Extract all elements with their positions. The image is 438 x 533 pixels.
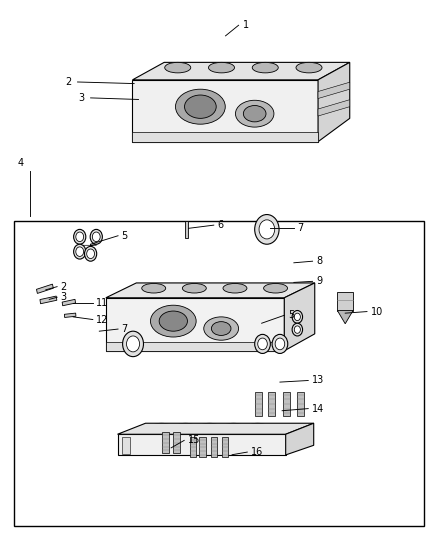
Polygon shape <box>121 437 130 454</box>
Circle shape <box>90 229 102 244</box>
Circle shape <box>76 247 84 256</box>
Polygon shape <box>132 62 350 80</box>
Polygon shape <box>284 283 315 351</box>
Ellipse shape <box>208 62 234 73</box>
Text: 3: 3 <box>60 292 67 302</box>
Ellipse shape <box>182 284 206 293</box>
Text: 15: 15 <box>187 435 200 446</box>
Polygon shape <box>106 283 315 298</box>
Polygon shape <box>318 100 350 116</box>
Ellipse shape <box>252 62 278 73</box>
Polygon shape <box>297 392 304 416</box>
Polygon shape <box>36 284 53 294</box>
Polygon shape <box>211 437 217 457</box>
Ellipse shape <box>150 305 196 337</box>
Polygon shape <box>162 432 170 453</box>
Circle shape <box>254 215 279 244</box>
Polygon shape <box>222 437 228 457</box>
Text: 5: 5 <box>121 231 128 241</box>
Ellipse shape <box>184 95 216 118</box>
Polygon shape <box>199 437 205 457</box>
Circle shape <box>292 323 303 336</box>
Ellipse shape <box>264 284 288 293</box>
Text: 3: 3 <box>78 93 84 103</box>
Text: 2: 2 <box>60 281 67 292</box>
Text: 4: 4 <box>18 158 24 168</box>
Polygon shape <box>318 62 350 142</box>
Polygon shape <box>318 82 350 99</box>
Polygon shape <box>117 423 314 434</box>
Bar <box>14 221 424 526</box>
Polygon shape <box>132 80 318 142</box>
Text: 1: 1 <box>243 20 249 30</box>
Text: 11: 11 <box>96 297 109 308</box>
Polygon shape <box>173 432 180 453</box>
Circle shape <box>294 313 300 320</box>
Polygon shape <box>62 300 75 306</box>
Circle shape <box>259 220 275 239</box>
Circle shape <box>92 232 100 241</box>
Circle shape <box>127 336 140 352</box>
Ellipse shape <box>204 317 239 340</box>
Text: 2: 2 <box>65 77 71 87</box>
Circle shape <box>74 229 86 244</box>
Polygon shape <box>132 132 318 142</box>
Circle shape <box>294 326 300 333</box>
Text: 5: 5 <box>288 310 294 320</box>
Circle shape <box>87 249 95 259</box>
Text: 9: 9 <box>316 276 322 286</box>
Ellipse shape <box>159 311 187 331</box>
Text: 6: 6 <box>217 220 223 230</box>
Circle shape <box>76 232 84 241</box>
Polygon shape <box>117 434 286 455</box>
Polygon shape <box>106 298 284 351</box>
Ellipse shape <box>223 284 247 293</box>
Polygon shape <box>190 437 196 457</box>
Circle shape <box>254 334 270 353</box>
Ellipse shape <box>176 89 225 124</box>
Polygon shape <box>185 221 188 238</box>
Polygon shape <box>64 313 76 318</box>
Circle shape <box>123 331 144 357</box>
Text: 7: 7 <box>121 324 128 334</box>
Circle shape <box>275 338 285 350</box>
Text: 8: 8 <box>316 256 322 266</box>
Polygon shape <box>337 311 353 324</box>
Ellipse shape <box>244 106 266 122</box>
Polygon shape <box>254 392 261 416</box>
Ellipse shape <box>212 321 231 335</box>
Ellipse shape <box>236 100 274 127</box>
Text: 7: 7 <box>297 223 304 233</box>
Ellipse shape <box>142 284 166 293</box>
Text: 12: 12 <box>96 314 109 325</box>
Circle shape <box>85 246 97 261</box>
Circle shape <box>272 334 288 353</box>
Text: 14: 14 <box>312 403 324 414</box>
Polygon shape <box>286 423 314 455</box>
Polygon shape <box>106 342 284 351</box>
Polygon shape <box>283 392 290 416</box>
Text: 13: 13 <box>312 375 324 385</box>
Polygon shape <box>268 392 275 416</box>
Polygon shape <box>40 296 57 304</box>
Ellipse shape <box>296 62 322 73</box>
Ellipse shape <box>165 62 191 73</box>
Circle shape <box>258 338 267 350</box>
Circle shape <box>74 244 86 259</box>
Text: 16: 16 <box>251 447 263 457</box>
Text: 10: 10 <box>371 306 383 317</box>
Polygon shape <box>337 292 353 311</box>
Circle shape <box>292 311 303 323</box>
